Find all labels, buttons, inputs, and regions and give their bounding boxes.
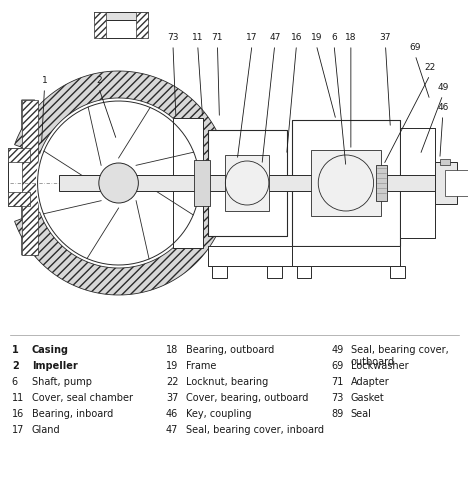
Text: 37: 37 xyxy=(380,33,391,42)
Bar xyxy=(94,12,106,38)
Text: 47: 47 xyxy=(166,425,178,435)
Text: 22: 22 xyxy=(166,377,179,387)
Text: 2: 2 xyxy=(96,76,101,85)
Text: Key, coupling: Key, coupling xyxy=(186,409,251,419)
Text: 37: 37 xyxy=(166,393,178,403)
Bar xyxy=(99,20,143,38)
Text: 22: 22 xyxy=(424,63,436,72)
Text: 2: 2 xyxy=(12,361,18,371)
Polygon shape xyxy=(36,100,201,266)
Text: Gland: Gland xyxy=(32,425,60,435)
Bar xyxy=(173,118,202,140)
Text: 73: 73 xyxy=(167,33,179,42)
Text: 18: 18 xyxy=(166,345,178,355)
Text: Lockwasher: Lockwasher xyxy=(351,361,409,371)
Bar xyxy=(400,216,435,238)
Text: 6: 6 xyxy=(12,377,18,387)
Bar xyxy=(173,216,202,248)
Text: 71: 71 xyxy=(212,33,223,42)
Text: 1: 1 xyxy=(12,345,18,355)
Bar xyxy=(59,175,455,191)
Text: 11: 11 xyxy=(12,393,24,403)
Bar xyxy=(8,192,30,206)
Bar xyxy=(267,266,282,278)
Text: 69: 69 xyxy=(410,43,421,52)
Text: 46: 46 xyxy=(437,103,448,112)
Text: 18: 18 xyxy=(345,33,356,42)
Bar xyxy=(440,159,450,165)
Bar xyxy=(400,128,435,238)
Text: 49: 49 xyxy=(331,345,343,355)
Text: 17: 17 xyxy=(246,33,258,42)
Polygon shape xyxy=(15,71,229,295)
Bar xyxy=(208,246,292,266)
Text: 11: 11 xyxy=(192,33,203,42)
Text: Seal, bearing cover, inboard: Seal, bearing cover, inboard xyxy=(186,425,324,435)
Polygon shape xyxy=(22,100,37,255)
Bar xyxy=(225,155,269,211)
Bar xyxy=(311,150,381,216)
Text: 6: 6 xyxy=(331,33,337,42)
Text: 47: 47 xyxy=(269,33,281,42)
Bar xyxy=(208,246,292,266)
Bar xyxy=(292,246,400,266)
Text: 71: 71 xyxy=(331,377,344,387)
Text: 49: 49 xyxy=(437,83,448,92)
Bar xyxy=(400,128,435,150)
Bar xyxy=(292,246,400,266)
Text: Gasket: Gasket xyxy=(351,393,384,403)
Text: Bearing, outboard: Bearing, outboard xyxy=(186,345,274,355)
Circle shape xyxy=(99,163,138,203)
Text: 19: 19 xyxy=(166,361,178,371)
Bar xyxy=(94,12,148,20)
Bar xyxy=(292,120,400,246)
Bar xyxy=(5,5,464,323)
Text: Locknut, bearing: Locknut, bearing xyxy=(186,377,268,387)
Text: 73: 73 xyxy=(331,393,344,403)
Bar xyxy=(22,100,37,255)
Bar xyxy=(208,130,287,236)
Text: 1: 1 xyxy=(42,76,47,85)
Bar xyxy=(212,266,228,278)
Text: Seal: Seal xyxy=(351,409,372,419)
Bar xyxy=(375,165,387,201)
Text: Adapter: Adapter xyxy=(351,377,390,387)
Bar xyxy=(173,118,202,248)
Bar xyxy=(292,120,311,246)
Bar xyxy=(435,162,456,204)
Text: 17: 17 xyxy=(12,425,24,435)
Text: Casing: Casing xyxy=(32,345,69,355)
Text: 69: 69 xyxy=(331,361,343,371)
Bar xyxy=(8,148,30,206)
Bar xyxy=(208,130,225,236)
Text: 16: 16 xyxy=(12,409,24,419)
Bar xyxy=(445,170,474,196)
Bar xyxy=(381,120,400,246)
Bar xyxy=(8,148,30,162)
Text: 16: 16 xyxy=(291,33,302,42)
Bar xyxy=(269,130,287,236)
Text: Frame: Frame xyxy=(186,361,216,371)
Text: 19: 19 xyxy=(310,33,322,42)
Text: Bearing, inboard: Bearing, inboard xyxy=(32,409,113,419)
Text: Cover, seal chamber: Cover, seal chamber xyxy=(32,393,133,403)
Text: 89: 89 xyxy=(331,409,343,419)
Text: Cover, bearing, outboard: Cover, bearing, outboard xyxy=(186,393,308,403)
Text: 46: 46 xyxy=(166,409,178,419)
Bar xyxy=(137,12,148,38)
Bar xyxy=(297,266,311,278)
Bar xyxy=(194,160,210,206)
Text: Seal, bearing cover,
outboard: Seal, bearing cover, outboard xyxy=(351,345,448,367)
Bar xyxy=(391,266,405,278)
Text: Impeller: Impeller xyxy=(32,361,77,371)
Text: Shaft, pump: Shaft, pump xyxy=(32,377,91,387)
